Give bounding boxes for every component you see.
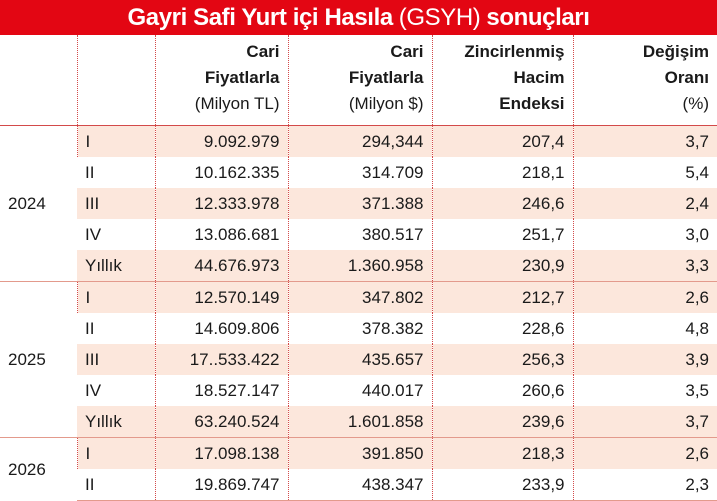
title-abbr: (GSYH)	[398, 3, 481, 31]
title-suffix: sonuçları	[486, 3, 590, 31]
degisim-cell: 2,4	[572, 188, 717, 219]
degisim-cell: 2,6	[572, 281, 717, 313]
usd-cell: 294,344	[287, 125, 432, 157]
tl-cell: 17..533.422	[154, 344, 288, 375]
year-cell: 2026	[0, 437, 77, 501]
table-row: 2026 I 17.098.138 391.850 218,3 2,6	[0, 437, 717, 501]
degisim-cell: 3,7	[572, 406, 717, 438]
zincirlenmis-cell: 246,6	[431, 188, 573, 219]
tl-cell: 18.527.147	[154, 375, 288, 406]
table-row: Yıllık 63.240.524 1.601.858 239,6 3,7	[0, 406, 717, 438]
table-row: III 17..533.422 435.657 256,3 3,9	[0, 344, 717, 375]
zincirlenmis-cell: 256,3	[431, 344, 573, 375]
zincirlenmis-cell: 260,6	[431, 375, 573, 406]
period-cell: IV	[85, 381, 102, 400]
title-main: Gayri Safi Yurt içi Hasıla	[127, 3, 393, 31]
tl-cell: 14.609.806	[154, 313, 288, 344]
usd-cell: 1.360.958	[287, 250, 432, 282]
header-period	[76, 35, 155, 126]
table-row: Yıllık 44.676.973 1.360.958 230,9 3,3	[0, 250, 717, 282]
table-title: Gayri Safi Yurt içi Hasıla (GSYH) sonuçl…	[0, 0, 717, 35]
table-row: II 19.869.747 438.347 233,9 2,3	[0, 469, 717, 501]
usd-cell: 435.657	[287, 344, 432, 375]
header-zincirlenmis: Zincirlenmiş Hacim Endeksi	[431, 35, 573, 126]
degisim-cell: 2,3	[572, 469, 717, 501]
header-tl: Cari Fiyatlarla (Milyon TL)	[154, 35, 288, 126]
period-cell: Yıllık	[77, 250, 155, 282]
header-degisim: Değişim Oranı (%)	[572, 35, 717, 126]
table-row: 2025 I 12.570.149 347.802 212,7 2,6	[0, 281, 717, 438]
tl-cell: 12.570.149	[154, 281, 288, 313]
period-cell: III	[77, 188, 155, 219]
degisim-cell: 3,9	[572, 344, 717, 375]
tl-cell: 13.086.681	[154, 219, 288, 250]
zincirlenmis-cell: 212,7	[431, 281, 573, 313]
degisim-cell: 5,4	[572, 157, 717, 188]
period-cell: IV	[85, 225, 102, 244]
usd-cell: 380.517	[287, 219, 432, 250]
usd-cell: 1.601.858	[287, 406, 432, 438]
tl-cell: 44.676.973	[154, 250, 288, 282]
usd-cell: 438.347	[287, 469, 432, 501]
table-row: II 14.609.806 378.382 228,6 4,8	[0, 313, 717, 344]
zincirlenmis-cell: 228,6	[431, 313, 573, 344]
usd-cell: 440.017	[287, 375, 432, 406]
year-cell: 2024	[0, 125, 77, 282]
period-cell: II	[77, 469, 155, 501]
usd-cell: 378.382	[287, 313, 432, 344]
zincirlenmis-cell: 230,9	[431, 250, 573, 282]
degisim-cell: 4,8	[572, 313, 717, 344]
period-cell: II	[85, 163, 95, 182]
degisim-cell: 3,0	[572, 219, 717, 250]
degisim-cell: 3,7	[572, 125, 717, 157]
tl-cell: 10.162.335	[154, 157, 288, 188]
usd-cell: 314.709	[287, 157, 432, 188]
usd-cell: 347.802	[287, 281, 432, 313]
tl-cell: 19.869.747	[154, 469, 288, 501]
table-body: 2024 I 9.092.979 294,344 207,4 3,7 II 10.162.33…	[0, 125, 717, 501]
period-cell: Yıllık	[77, 406, 155, 438]
period-cell: I	[76, 281, 155, 313]
tl-cell: 12.333.978	[154, 188, 288, 219]
table-row: IV 13.086.681 380.517 251,7 3,0	[0, 219, 717, 250]
header-usd: Cari Fiyatlarla (Milyon $)	[287, 35, 432, 126]
table-row: IV 18.527.147 440.017 260,6 3,5	[0, 375, 717, 406]
zincirlenmis-cell: 207,4	[431, 125, 573, 157]
degisim-cell: 3,3	[572, 250, 717, 282]
header-year	[0, 35, 77, 126]
zincirlenmis-cell: 233,9	[431, 469, 573, 501]
zincirlenmis-cell: 251,7	[431, 219, 573, 250]
period-cell: III	[77, 344, 155, 375]
period-cell: I	[76, 437, 155, 469]
table-row: 2024 I 9.092.979 294,344 207,4 3,7	[0, 125, 717, 282]
tl-cell: 63.240.524	[154, 406, 288, 438]
zincirlenmis-cell: 239,6	[431, 406, 573, 438]
usd-cell: 371.388	[287, 188, 432, 219]
degisim-cell: 3,5	[572, 375, 717, 406]
gsyh-table: Cari Fiyatlarla (Milyon TL) Cari Fiyatla…	[0, 35, 717, 501]
usd-cell: 391.850	[287, 437, 432, 469]
table-row: II 10.162.335 314.709 218,1 5,4	[0, 157, 717, 188]
period-cell: II	[85, 319, 95, 338]
tl-cell: 9.092.979	[154, 125, 288, 157]
zincirlenmis-cell: 218,1	[431, 157, 573, 188]
header-row: Cari Fiyatlarla (Milyon TL) Cari Fiyatla…	[0, 35, 717, 126]
table-row: III 12.333.978 371.388 246,6 2,4	[0, 188, 717, 219]
zincirlenmis-cell: 218,3	[431, 437, 573, 469]
period-cell: I	[76, 125, 155, 157]
degisim-cell: 2,6	[572, 437, 717, 469]
tl-cell: 17.098.138	[154, 437, 288, 469]
year-cell: 2025	[0, 281, 77, 438]
